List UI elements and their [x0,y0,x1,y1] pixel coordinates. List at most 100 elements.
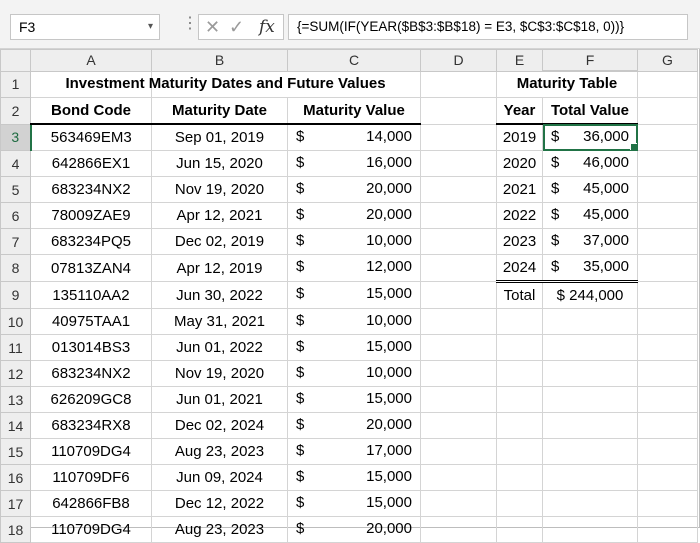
row-header[interactable]: 15 [0,438,31,465]
total-value-cell[interactable]: $36,000 [542,123,638,151]
row-header[interactable]: 16 [0,464,31,491]
column-header-e[interactable]: E [496,49,543,72]
maturity-date-cell[interactable]: Dec 02, 2024 [151,412,288,439]
total-value-cell[interactable]: $46,000 [542,150,638,177]
cell[interactable] [496,334,543,361]
maturity-year-cell[interactable]: 2019 [496,123,543,151]
cross-icon[interactable]: ✕ [205,17,221,37]
cell[interactable] [496,490,543,517]
maturity-value-cell[interactable]: $15,000 [287,334,421,361]
cell[interactable] [637,438,698,465]
cell[interactable] [637,516,698,543]
maturity-year-cell[interactable]: 2024 [496,254,543,283]
maturity-value-cell[interactable]: $10,000 [287,308,421,335]
row-header[interactable]: 4 [0,150,31,177]
cell[interactable] [420,150,497,177]
total-value-cell[interactable]: $45,000 [542,176,638,203]
cell[interactable] [496,308,543,335]
cell[interactable] [637,123,698,151]
cell[interactable] [420,228,497,255]
maturity-year-cell[interactable]: 2021 [496,176,543,203]
bond-code-cell[interactable]: 642866EX1 [30,150,152,177]
maturity-date-cell[interactable]: Dec 12, 2022 [151,490,288,517]
row-header[interactable]: 9 [0,281,31,309]
cell[interactable] [420,281,497,309]
maturity-value-cell[interactable]: $10,000 [287,360,421,387]
row-header[interactable]: 5 [0,176,31,203]
maturity-date-cell[interactable]: Nov 19, 2020 [151,176,288,203]
cell[interactable] [420,516,497,543]
header-year[interactable]: Year [496,97,543,125]
more-options-icon[interactable]: ⋮ [182,15,198,32]
cell[interactable] [420,386,497,413]
formula-input[interactable]: {=SUM(IF(YEAR($B$3:$B$18) = E3, $C$3:$C$… [288,14,688,40]
maturity-date-cell[interactable]: Nov 19, 2020 [151,360,288,387]
cell[interactable] [542,438,638,465]
bond-code-cell[interactable]: 40975TAA1 [30,308,152,335]
grand-total-cell[interactable]: $ 244,000 [542,281,638,309]
fill-handle[interactable] [630,143,637,150]
cell[interactable] [637,202,698,229]
maturity-date-cell[interactable]: Aug 23, 2023 [151,438,288,465]
cell[interactable] [420,176,497,203]
cell[interactable] [637,464,698,491]
bond-code-cell[interactable]: 642866FB8 [30,490,152,517]
row-header[interactable]: 12 [0,360,31,387]
header-bond-code[interactable]: Bond Code [30,97,152,125]
total-value-cell[interactable]: $37,000 [542,228,638,255]
check-icon[interactable]: ✓ [229,17,245,37]
cell[interactable] [420,438,497,465]
maturity-value-cell[interactable]: $12,000 [287,254,421,282]
maturity-value-cell[interactable]: $20,000 [287,202,421,229]
maturity-value-cell[interactable]: $16,000 [287,150,421,177]
cell[interactable] [420,490,497,517]
cell[interactable] [637,281,698,309]
maturity-date-cell[interactable]: Jun 15, 2020 [151,150,288,177]
maturity-value-cell[interactable]: $10,000 [287,228,421,255]
maturity-value-cell[interactable]: $20,000 [287,176,421,203]
maturity-value-cell[interactable]: $17,000 [287,438,421,465]
cell[interactable] [637,176,698,203]
bond-code-cell[interactable]: 110709DG4 [30,516,152,543]
maturity-value-cell[interactable]: $15,000 [287,386,421,413]
maturity-date-cell[interactable]: Jun 01, 2021 [151,386,288,413]
maturity-date-cell[interactable]: Dec 02, 2019 [151,228,288,255]
cell[interactable] [420,97,497,125]
maturity-year-cell[interactable]: 2023 [496,228,543,255]
maturity-table-title-cell[interactable]: Maturity Table [496,70,617,98]
select-all-corner[interactable] [0,49,31,72]
row-header[interactable]: 10 [0,308,31,335]
cell[interactable] [420,308,497,335]
cell[interactable] [542,490,638,517]
maturity-value-cell[interactable]: $15,000 [287,281,421,309]
header-maturity-date[interactable]: Maturity Date [151,97,288,125]
cell[interactable] [420,412,497,439]
bond-code-cell[interactable]: 110709DG4 [30,438,152,465]
cell[interactable] [420,123,497,151]
cell[interactable] [637,97,698,125]
chevron-down-icon[interactable]: ▾ [147,21,153,32]
cell[interactable] [287,70,421,98]
maturity-value-cell[interactable]: $14,000 [287,123,421,151]
row-header[interactable]: 6 [0,202,31,229]
fx-icon[interactable]: fx [259,17,275,37]
bond-code-cell[interactable]: 683234NX2 [30,360,152,387]
cell[interactable] [637,334,698,361]
cell[interactable] [420,70,497,98]
row-header[interactable]: 7 [0,228,31,255]
cell[interactable] [542,516,638,543]
bond-code-cell[interactable]: 563469EM3 [30,123,152,151]
cell[interactable] [637,308,698,335]
cell[interactable] [420,202,497,229]
total-label-cell[interactable]: Total [496,281,543,309]
row-header[interactable]: 2 [0,97,31,125]
header-maturity-value[interactable]: Maturity Value [287,97,421,125]
cell[interactable] [542,412,638,439]
maturity-date-cell[interactable]: Jun 01, 2022 [151,334,288,361]
column-header-g[interactable]: G [637,49,698,72]
cell[interactable] [637,228,698,255]
column-header-f[interactable]: F [542,49,638,72]
bond-code-cell[interactable]: 013014BS3 [30,334,152,361]
maturity-value-cell[interactable]: $20,000 [287,412,421,439]
cell[interactable] [542,334,638,361]
